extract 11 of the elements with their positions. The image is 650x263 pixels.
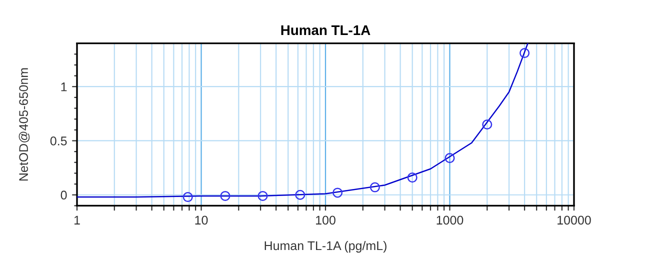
x-axis-title: Human TL-1A (pg/mL) xyxy=(264,240,386,253)
y-axis-title: NetOD@405-650nm xyxy=(18,68,30,181)
x-tick-label: 1000 xyxy=(436,216,464,225)
x-tick-label: 100 xyxy=(316,216,336,225)
x-tick-label: 10000 xyxy=(558,216,591,225)
x-tick-label: 1 xyxy=(74,216,80,224)
chart-title: Human TL-1A xyxy=(281,25,370,36)
y-tick-label: 0 xyxy=(60,190,67,200)
y-tick-label: 0.5 xyxy=(50,136,67,146)
x-tick-label: 10 xyxy=(195,216,208,225)
y-tick-label: 1 xyxy=(61,82,67,92)
